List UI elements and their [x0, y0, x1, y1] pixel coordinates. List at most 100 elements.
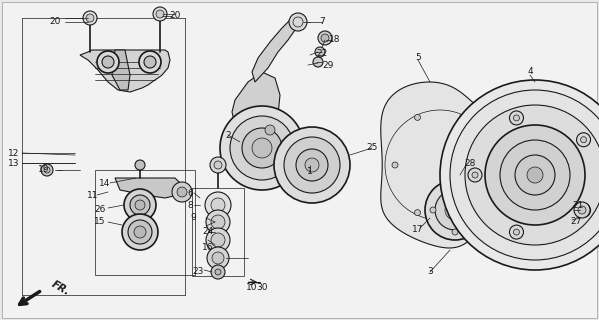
- Text: 20: 20: [49, 18, 60, 27]
- Circle shape: [41, 164, 53, 176]
- Circle shape: [144, 56, 156, 68]
- Circle shape: [128, 220, 152, 244]
- Circle shape: [265, 125, 275, 135]
- Circle shape: [445, 200, 465, 220]
- Circle shape: [482, 162, 488, 168]
- Text: FR.: FR.: [50, 279, 72, 297]
- Text: 4: 4: [527, 68, 533, 76]
- Circle shape: [210, 157, 226, 173]
- Circle shape: [211, 265, 225, 279]
- Circle shape: [211, 215, 225, 229]
- Circle shape: [97, 51, 119, 73]
- Text: 17: 17: [412, 226, 423, 235]
- Circle shape: [252, 138, 272, 158]
- Circle shape: [527, 167, 543, 183]
- Circle shape: [214, 161, 222, 169]
- Circle shape: [122, 214, 158, 250]
- Circle shape: [124, 189, 156, 221]
- Text: 24: 24: [202, 228, 214, 236]
- Text: 25: 25: [367, 143, 378, 153]
- Circle shape: [415, 114, 420, 120]
- Circle shape: [425, 180, 485, 240]
- Text: 21: 21: [572, 201, 583, 210]
- Circle shape: [289, 13, 307, 31]
- Circle shape: [206, 228, 230, 252]
- Circle shape: [284, 137, 340, 193]
- Text: 2: 2: [225, 131, 231, 140]
- Circle shape: [134, 226, 146, 238]
- Bar: [192, 188, 244, 276]
- Circle shape: [315, 47, 325, 57]
- Text: 11: 11: [87, 190, 99, 199]
- Circle shape: [459, 114, 465, 120]
- Circle shape: [83, 11, 97, 25]
- Polygon shape: [232, 150, 258, 185]
- Circle shape: [211, 198, 225, 212]
- Circle shape: [574, 202, 590, 218]
- Circle shape: [580, 207, 586, 213]
- Polygon shape: [252, 18, 298, 82]
- Text: 30: 30: [256, 284, 268, 292]
- Circle shape: [452, 229, 458, 235]
- Circle shape: [139, 51, 161, 73]
- Circle shape: [220, 106, 304, 190]
- Circle shape: [212, 252, 224, 264]
- Text: 12: 12: [8, 148, 20, 157]
- Text: 5: 5: [415, 52, 421, 61]
- Text: 28: 28: [464, 158, 476, 167]
- Circle shape: [321, 34, 329, 42]
- Text: 27: 27: [570, 218, 582, 227]
- Circle shape: [430, 207, 436, 213]
- Circle shape: [313, 57, 323, 67]
- Text: 23: 23: [192, 268, 204, 276]
- Circle shape: [468, 168, 482, 182]
- Circle shape: [135, 200, 145, 210]
- Circle shape: [485, 125, 585, 225]
- Circle shape: [440, 80, 599, 270]
- Polygon shape: [115, 178, 185, 198]
- Text: 15: 15: [94, 218, 106, 227]
- Circle shape: [135, 160, 145, 170]
- Circle shape: [130, 195, 150, 215]
- Text: 29: 29: [322, 60, 334, 69]
- Text: 20: 20: [170, 12, 181, 20]
- Circle shape: [211, 233, 225, 247]
- Circle shape: [510, 225, 524, 239]
- Circle shape: [102, 56, 114, 68]
- Text: 1: 1: [307, 167, 313, 177]
- Circle shape: [207, 247, 229, 269]
- Circle shape: [452, 185, 458, 191]
- Polygon shape: [381, 82, 518, 248]
- Circle shape: [206, 210, 230, 234]
- Text: 16: 16: [202, 244, 214, 252]
- Circle shape: [318, 31, 332, 45]
- Circle shape: [177, 187, 187, 197]
- Circle shape: [459, 210, 465, 216]
- Circle shape: [513, 229, 519, 235]
- Bar: [95, 170, 195, 275]
- Text: 6: 6: [187, 188, 193, 197]
- Text: 13: 13: [8, 158, 20, 167]
- Circle shape: [296, 149, 328, 181]
- Circle shape: [500, 140, 570, 210]
- Circle shape: [415, 210, 420, 216]
- Circle shape: [472, 172, 478, 178]
- Polygon shape: [232, 72, 280, 155]
- Circle shape: [435, 190, 475, 230]
- Circle shape: [305, 158, 319, 172]
- Circle shape: [577, 133, 591, 147]
- Text: 3: 3: [427, 268, 433, 276]
- Circle shape: [474, 207, 480, 213]
- Text: 7: 7: [319, 18, 325, 27]
- Text: 9: 9: [190, 212, 196, 221]
- Circle shape: [513, 115, 519, 121]
- Circle shape: [577, 203, 591, 217]
- Text: 14: 14: [99, 179, 111, 188]
- Text: 22: 22: [316, 50, 328, 59]
- Polygon shape: [80, 50, 170, 92]
- Circle shape: [242, 128, 282, 168]
- Circle shape: [156, 10, 164, 18]
- Text: 19: 19: [38, 165, 50, 174]
- Text: 8: 8: [187, 201, 193, 210]
- Circle shape: [86, 14, 94, 22]
